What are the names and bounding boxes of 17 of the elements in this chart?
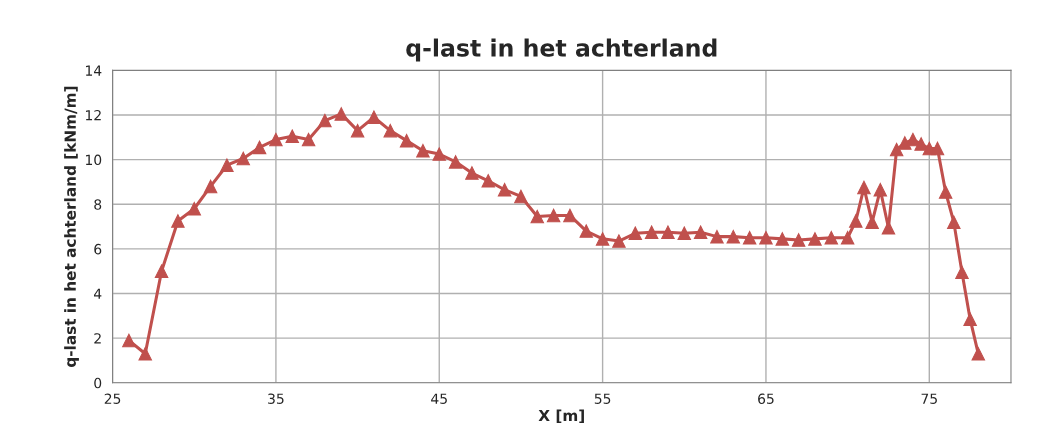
x-tick-label: 25 — [104, 393, 121, 404]
y-tick-label: 2 — [94, 333, 101, 344]
y-tick-label: 4 — [93, 288, 102, 299]
x-tick-label: 75 — [921, 393, 937, 404]
x-tick-label: 55 — [594, 393, 611, 404]
y-tick-label: 10 — [86, 154, 102, 166]
x-tick-label: 65 — [758, 393, 774, 404]
y-tick-label: 12 — [86, 109, 101, 121]
y-tick-label: 8 — [94, 199, 102, 210]
x-tick-label: 35 — [268, 393, 284, 404]
y-tick-label: 14 — [86, 65, 102, 76]
x-axis-title: X [m] — [538, 409, 584, 424]
y-tick-label: 0 — [94, 377, 102, 389]
chart-title: q-last in het achterland — [406, 38, 717, 62]
y-tick-label: 6 — [94, 243, 102, 255]
x-tick-label: 45 — [431, 393, 447, 404]
y-axis-title: q-last in het achterland [kNm/m] — [64, 86, 79, 368]
